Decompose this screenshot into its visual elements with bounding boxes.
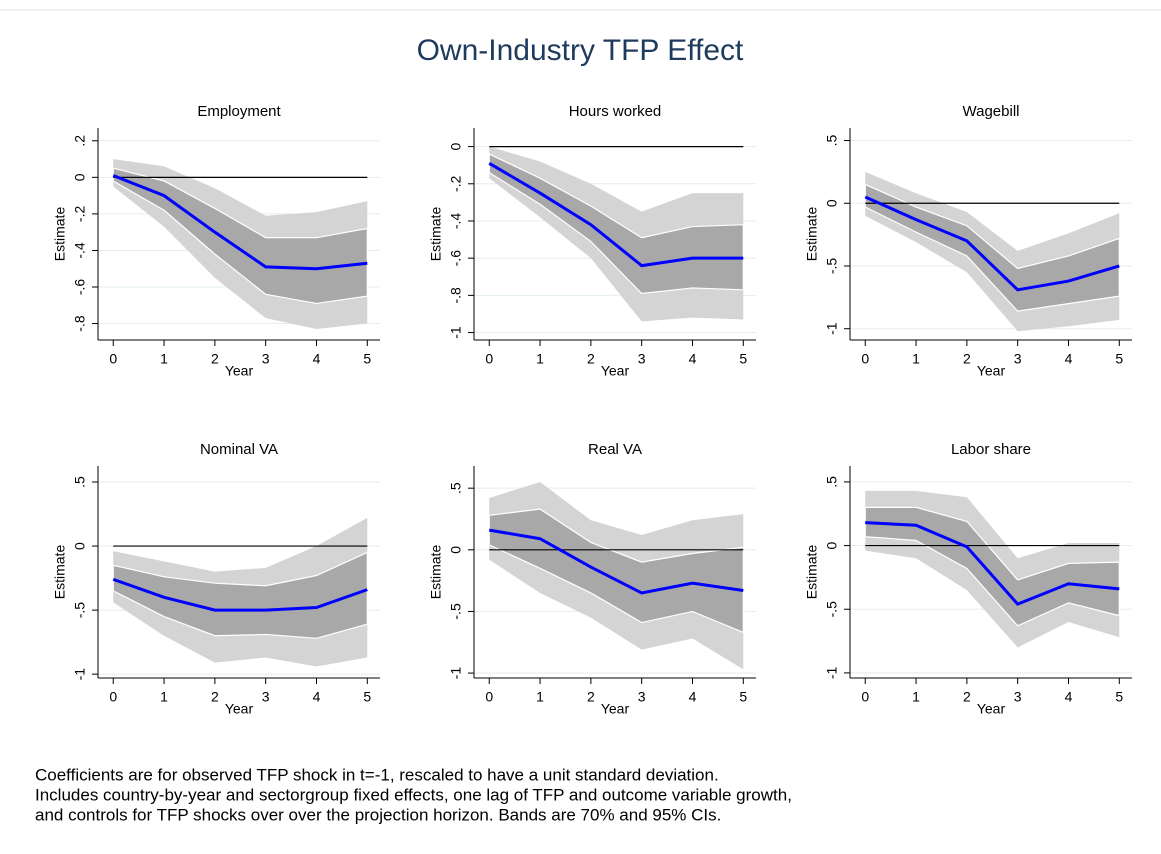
y-tick-label: -.5: [824, 601, 840, 618]
y-tick-label: 0: [448, 142, 464, 150]
y-tick-label: -.6: [448, 250, 464, 267]
x-tick-label: 2: [963, 689, 971, 705]
x-tick-label: 3: [262, 351, 270, 367]
estimate-line: [112, 174, 368, 271]
y-tick-label: -.5: [448, 603, 464, 620]
x-tick-label: 0: [861, 689, 869, 705]
x-tick-label: 1: [160, 689, 168, 705]
panel-title: Employment: [197, 103, 281, 120]
x-tick-label: 5: [1115, 351, 1123, 367]
y-tick-label: .5: [72, 476, 88, 488]
x-tick-label: 1: [912, 689, 920, 705]
y-tick-label: -1: [72, 668, 88, 681]
y-axis-label: Estimate: [428, 207, 444, 262]
y-tick-label: .5: [824, 134, 840, 146]
x-axis-label: Year: [977, 701, 1006, 717]
y-tick-label: -1: [824, 666, 840, 679]
x-tick-label: 3: [1014, 689, 1022, 705]
y-tick-label: 0: [824, 541, 840, 549]
confidence-band: [488, 508, 744, 634]
x-axis-label: Year: [601, 701, 630, 717]
y-tick-label: .2: [72, 135, 88, 147]
panel-title: Wagebill: [963, 103, 1020, 120]
x-tick-label: 0: [109, 351, 117, 367]
y-tick-label: 0: [448, 546, 464, 554]
y-tick-label: -.5: [824, 258, 840, 275]
y-tick-label: .5: [448, 482, 464, 494]
y-tick-label: -.6: [72, 279, 88, 296]
x-tick-label: 5: [363, 351, 371, 367]
y-tick-label: 0: [72, 173, 88, 181]
y-tick-label: -.5: [72, 602, 88, 619]
x-tick-label: 0: [109, 689, 117, 705]
x-tick-label: 2: [211, 351, 219, 367]
y-tick-label: 0: [824, 199, 840, 207]
estimate-line: [112, 577, 368, 612]
x-tick-label: 5: [739, 689, 747, 705]
figure-title: Own-Industry TFP Effect: [417, 34, 744, 67]
x-tick-label: 0: [485, 689, 493, 705]
y-tick-label: -.2: [448, 175, 464, 192]
x-axis-label: Year: [977, 363, 1006, 379]
x-tick-label: 1: [536, 689, 544, 705]
x-tick-label: 0: [485, 351, 493, 367]
x-tick-label: 5: [739, 351, 747, 367]
y-axis-label: Estimate: [804, 545, 820, 600]
x-tick-label: 4: [1065, 351, 1073, 367]
y-tick-label: -.4: [72, 242, 88, 259]
x-tick-label: 3: [638, 351, 646, 367]
x-tick-label: 2: [211, 689, 219, 705]
y-tick-label: -.4: [448, 213, 464, 230]
x-axis-label: Year: [601, 363, 630, 379]
note-line: Coefficients are for observed TFP shock …: [35, 765, 719, 784]
x-tick-label: 4: [313, 689, 321, 705]
x-tick-label: 0: [861, 351, 869, 367]
panel-title: Labor share: [951, 441, 1031, 458]
panel-title: Hours worked: [569, 103, 662, 120]
x-tick-label: 2: [963, 351, 971, 367]
x-tick-label: 3: [262, 689, 270, 705]
confidence-band: [864, 506, 1120, 627]
x-tick-label: 2: [587, 689, 595, 705]
y-tick-label: -.8: [72, 315, 88, 332]
panel-title: Nominal VA: [200, 441, 278, 458]
x-tick-label: 1: [536, 351, 544, 367]
x-axis-label: Year: [225, 363, 254, 379]
y-tick-label: 0: [72, 542, 88, 550]
estimate-line: [864, 195, 1120, 292]
y-tick-label: -.2: [72, 206, 88, 223]
x-tick-label: 1: [912, 351, 920, 367]
x-tick-label: 2: [587, 351, 595, 367]
y-tick-label: -.8: [448, 287, 464, 304]
note-line: Includes country-by-year and sectorgroup…: [35, 785, 792, 804]
estimate-line: [488, 528, 744, 595]
x-tick-label: 4: [689, 351, 697, 367]
x-tick-label: 1: [160, 351, 168, 367]
x-tick-label: 3: [1014, 351, 1022, 367]
x-tick-label: 5: [1115, 689, 1123, 705]
x-tick-label: 3: [638, 689, 646, 705]
y-tick-label: -1: [824, 322, 840, 335]
y-tick-label: .5: [824, 476, 840, 488]
y-axis-label: Estimate: [52, 207, 68, 262]
x-axis-label: Year: [225, 701, 254, 717]
x-tick-label: 4: [1065, 689, 1073, 705]
x-tick-label: 4: [689, 689, 697, 705]
confidence-band: [112, 551, 368, 639]
y-tick-label: -1: [448, 667, 464, 680]
y-axis-label: Estimate: [428, 545, 444, 600]
note-line: and controls for TFP shocks over over th…: [35, 805, 721, 824]
estimate-line: [865, 521, 1120, 606]
x-tick-label: 5: [363, 689, 371, 705]
y-axis-label: Estimate: [52, 545, 68, 600]
y-axis-label: Estimate: [804, 207, 820, 262]
estimate-line: [488, 162, 744, 268]
panel-title: Real VA: [588, 441, 642, 458]
confidence-band: [864, 183, 1120, 312]
y-tick-label: -1: [448, 326, 464, 339]
x-tick-label: 4: [313, 351, 321, 367]
